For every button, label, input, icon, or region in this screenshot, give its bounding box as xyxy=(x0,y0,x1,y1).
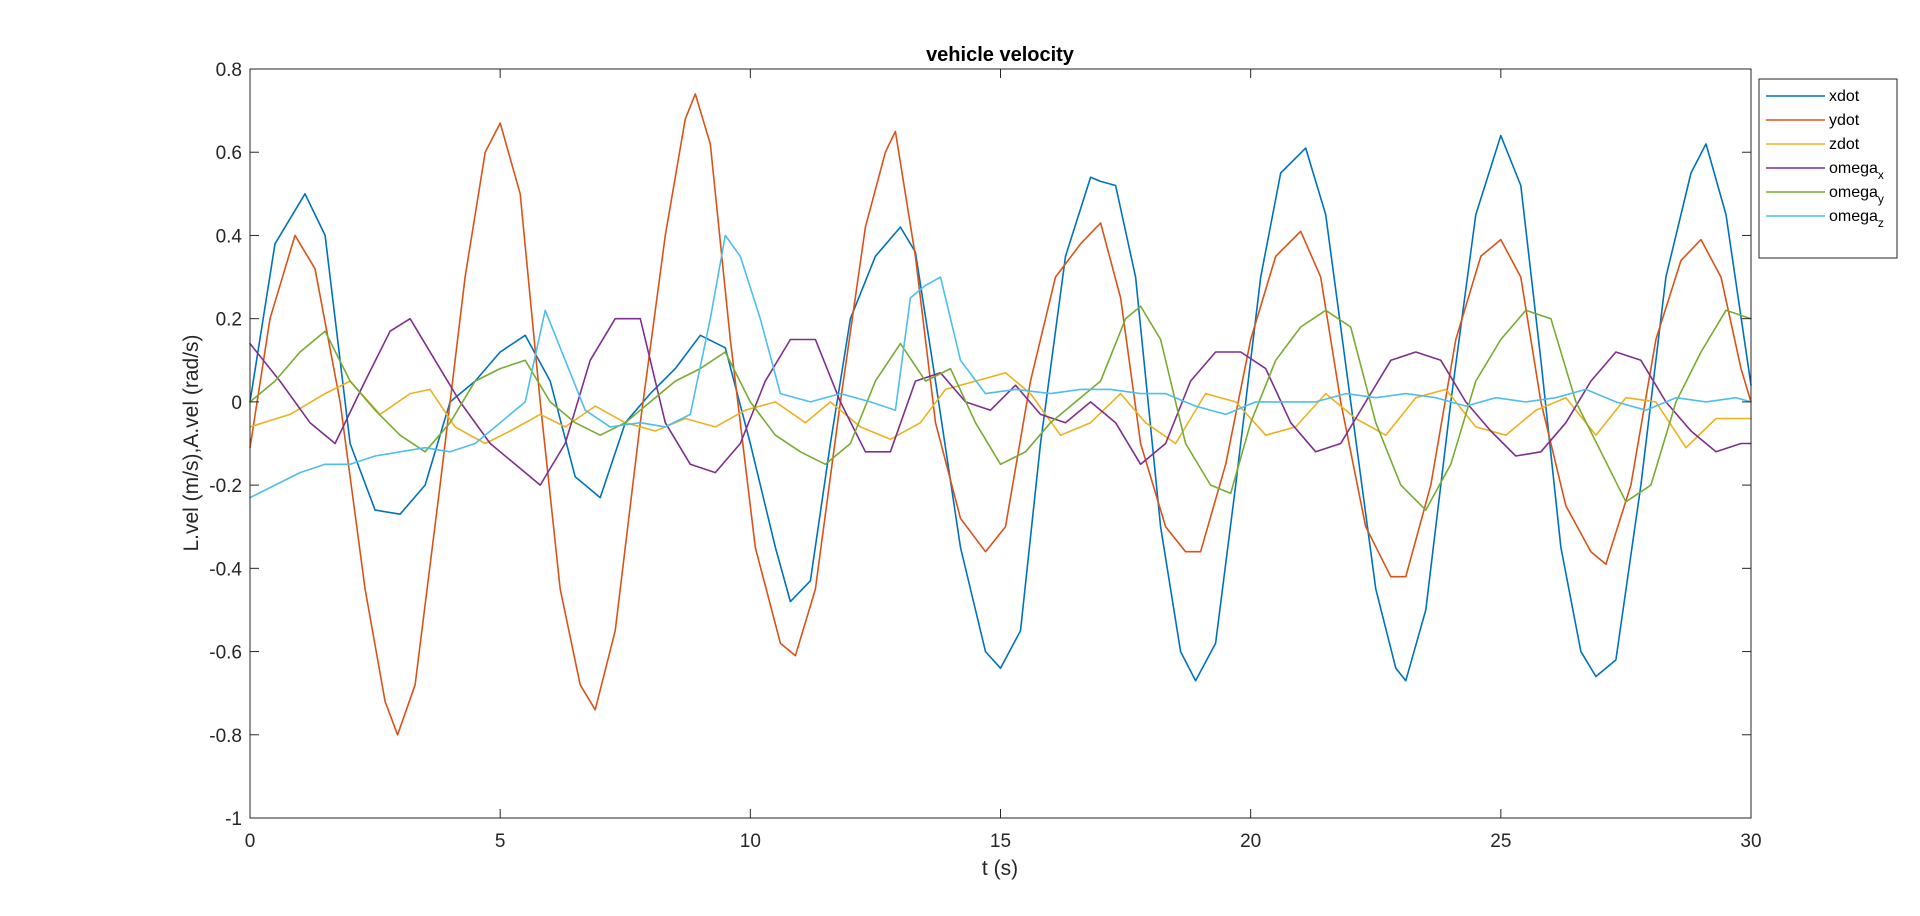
y-tick-label: 0 xyxy=(231,393,242,414)
legend-label: omegaz xyxy=(1829,208,1884,230)
x-tick-label: 10 xyxy=(740,831,761,852)
y-tick-label: -0.2 xyxy=(209,476,242,497)
ticks-layer: 0 5 10 15 20 25 30 -1 -0.8 -0.6 -0.4 -0.2 0 0.2 0.4 0.6… xyxy=(209,60,1761,852)
legend-label: xdot xyxy=(1829,88,1860,105)
series-line-omega-x xyxy=(249,317,1752,486)
legend-label: zdot xyxy=(1829,136,1860,153)
x-tick-label: 30 xyxy=(1740,831,1761,852)
y-tick-label: 0.2 xyxy=(216,310,242,331)
x-tick-label: 25 xyxy=(1490,831,1511,852)
legend-label: ydot xyxy=(1829,112,1860,129)
x-tick-label: 0 xyxy=(245,831,256,852)
series-line-xdot xyxy=(249,134,1752,682)
y-tick-label: -0.6 xyxy=(209,643,242,664)
y-axis-title: L.vel (m/s),A.vel (rad/s) xyxy=(180,334,203,551)
plot-area xyxy=(250,69,1751,818)
series-line-ydot xyxy=(249,93,1752,736)
legend-subscript: x xyxy=(1878,168,1884,182)
y-tick-label: -0.4 xyxy=(209,559,242,580)
x-tick-label: 15 xyxy=(990,831,1011,852)
y-tick-label: -0.8 xyxy=(209,726,242,747)
legend-subscript: z xyxy=(1878,216,1884,230)
y-tick-label: 0.4 xyxy=(216,226,243,247)
legend-label: omegay xyxy=(1829,184,1884,206)
x-tick-label: 20 xyxy=(1240,831,1261,852)
y-tick-label: -1 xyxy=(225,809,242,830)
series-layer xyxy=(249,93,1752,736)
series-line-omega-z xyxy=(249,234,1752,499)
legend-subscript: y xyxy=(1878,192,1884,206)
y-tick-label: 0.8 xyxy=(216,60,242,81)
y-tick-label: 0.6 xyxy=(216,143,242,164)
x-tick-label: 5 xyxy=(495,831,506,852)
x-axis-title: t (s) xyxy=(982,857,1018,880)
plot-frame xyxy=(249,68,1752,819)
series-line-omega-y xyxy=(249,305,1752,511)
legend-label: omegax xyxy=(1829,160,1884,182)
chart-title: vehicle velocity xyxy=(926,44,1075,66)
